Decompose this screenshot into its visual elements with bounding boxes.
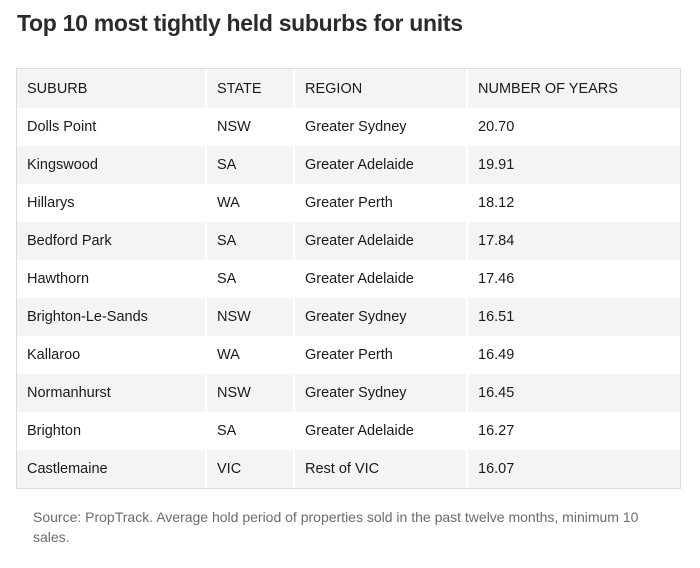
suburb-cell: Brighton [17,412,207,450]
table-body: Dolls Point NSW Greater Sydney 20.70 Kingswo… [17,108,680,488]
state-cell: NSW [206,108,295,146]
data-table: SUBURB STATE REGION NUMBER OF YEARS Doll… [17,69,680,488]
table-row: Brighton SA Greater Adelaide 16.27 [17,412,680,450]
years-cell: 17.84 [467,222,680,260]
years-cell: 16.51 [467,298,680,336]
suburb-cell: Kallaroo [17,336,207,374]
chart-title: Top 10 most tightly held suburbs for uni… [17,10,463,36]
table-row: Brighton-Le-Sands NSW Greater Sydney 16.51 [17,298,680,336]
table-row: Bedford Park SA Greater Adelaide 17.84 [17,222,680,260]
years-cell: 17.46 [467,260,680,298]
table-row: Castlemaine VIC Rest of VIC 16.07 [17,450,680,488]
state-cell: VIC [206,450,295,488]
suburb-cell: Dolls Point [17,108,207,146]
state-cell: SA [206,260,295,298]
state-cell: WA [206,184,295,222]
years-cell: 16.45 [467,374,680,412]
suburb-cell: Kingswood [17,146,207,184]
suburb-cell: Castlemaine [17,450,207,488]
region-cell: Greater Adelaide [294,260,468,298]
suburb-cell: Hillarys [17,184,207,222]
table-row: Kallaroo WA Greater Perth 16.49 [17,336,680,374]
state-cell: SA [206,412,295,450]
column-header-years: NUMBER OF YEARS [467,69,680,108]
years-cell: 20.70 [467,108,680,146]
years-cell: 16.07 [467,450,680,488]
region-cell: Greater Sydney [294,298,468,336]
column-header-region: REGION [294,69,468,108]
state-cell: NSW [206,298,295,336]
table-row: Hillarys WA Greater Perth 18.12 [17,184,680,222]
state-cell: WA [206,336,295,374]
years-cell: 16.27 [467,412,680,450]
years-cell: 16.49 [467,336,680,374]
data-table-container: SUBURB STATE REGION NUMBER OF YEARS Doll… [16,68,681,489]
suburb-cell: Hawthorn [17,260,207,298]
region-cell: Greater Adelaide [294,222,468,260]
column-header-suburb: SUBURB [17,69,207,108]
suburb-cell: Bedford Park [17,222,207,260]
table-row: Hawthorn SA Greater Adelaide 17.46 [17,260,680,298]
column-header-state: STATE [206,69,295,108]
region-cell: Greater Perth [294,184,468,222]
region-cell: Greater Adelaide [294,412,468,450]
state-cell: SA [206,222,295,260]
suburb-cell: Brighton-Le-Sands [17,298,207,336]
region-cell: Greater Adelaide [294,146,468,184]
table-row: Normanhurst NSW Greater Sydney 16.45 [17,374,680,412]
region-cell: Greater Sydney [294,108,468,146]
state-cell: SA [206,146,295,184]
source-note: Source: PropTrack. Average hold period o… [33,509,639,545]
table-header-row: SUBURB STATE REGION NUMBER OF YEARS [17,69,680,108]
region-cell: Greater Perth [294,336,468,374]
state-cell: NSW [206,374,295,412]
region-cell: Greater Sydney [294,374,468,412]
suburb-cell: Normanhurst [17,374,207,412]
table-row: Dolls Point NSW Greater Sydney 20.70 [17,108,680,146]
table-row: Kingswood SA Greater Adelaide 19.91 [17,146,680,184]
region-cell: Rest of VIC [294,450,468,488]
years-cell: 18.12 [467,184,680,222]
years-cell: 19.91 [467,146,680,184]
